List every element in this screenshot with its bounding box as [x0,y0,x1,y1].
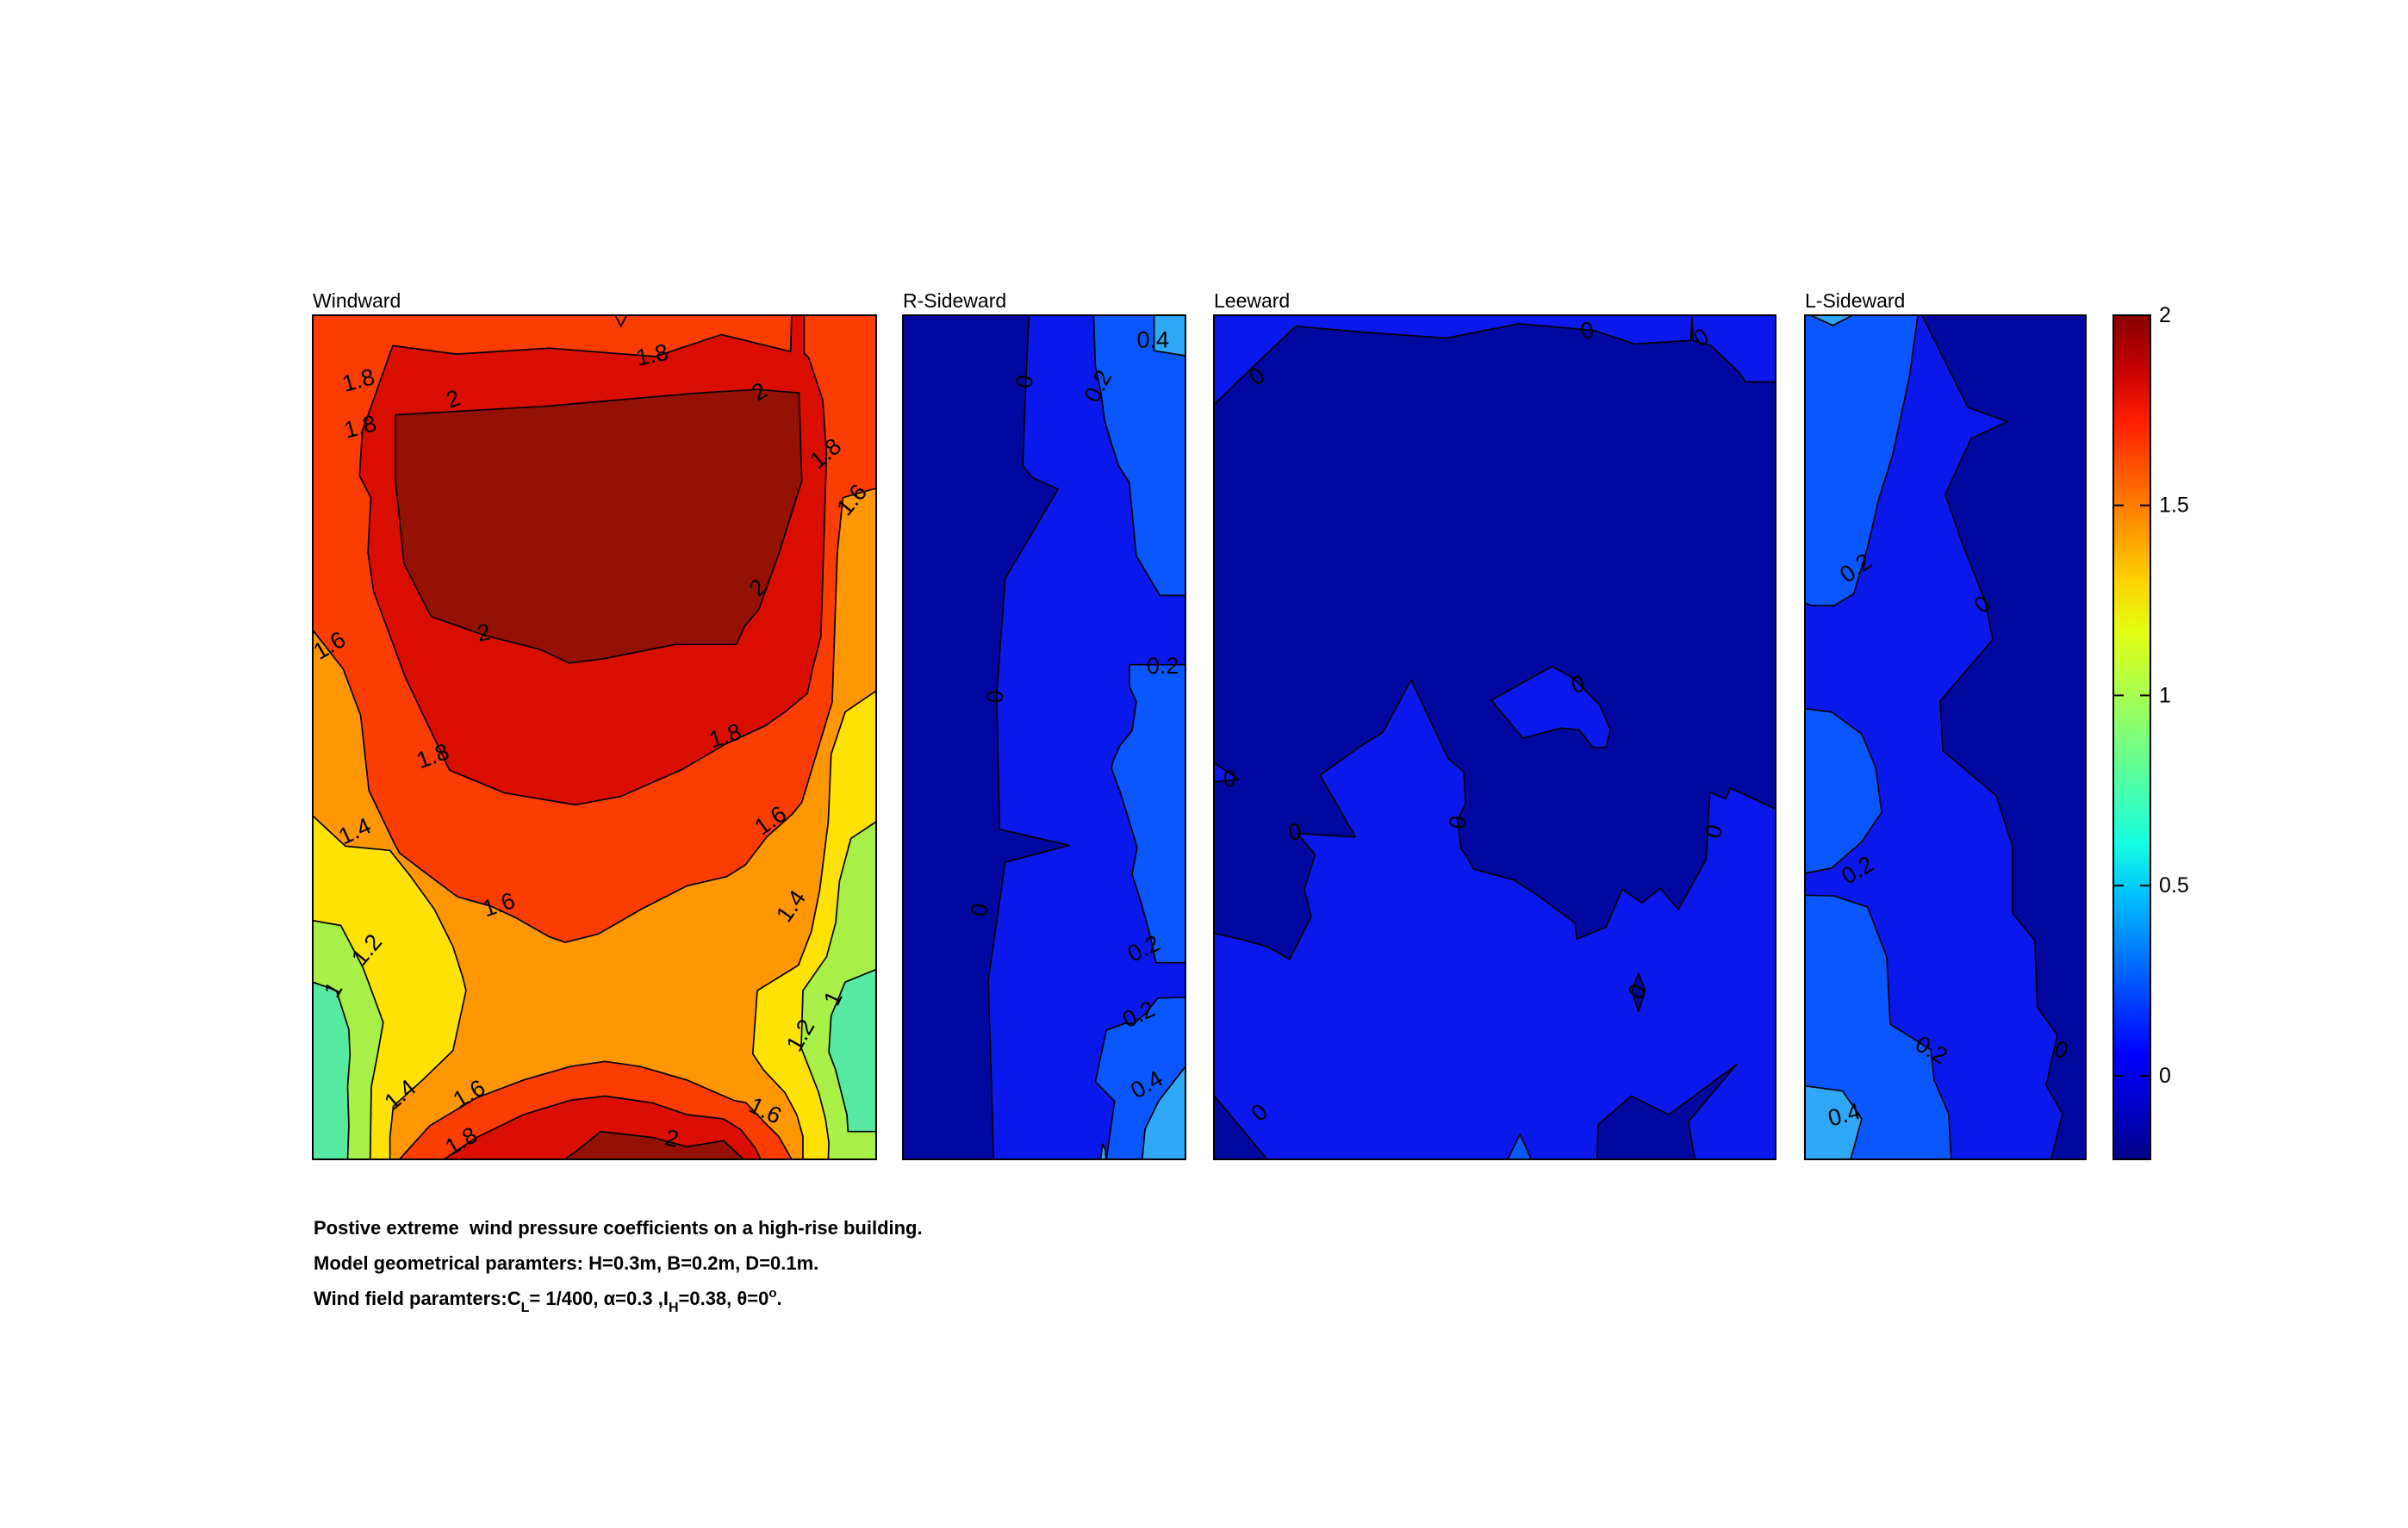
svg-text:0: 0 [966,902,993,919]
svg-text:Postive extreme wind pressure: Postive extreme wind pressure coefficien… [314,1217,923,1239]
svg-text:0: 0 [981,689,1008,705]
svg-text:R-Sideward: R-Sideward [903,289,1006,312]
svg-text:0: 0 [1578,317,1596,345]
svg-text:0: 0 [1568,670,1587,699]
svg-text:2: 2 [2159,303,2171,327]
svg-text:2: 2 [663,1124,681,1152]
svg-text:0: 0 [2159,1064,2171,1088]
svg-text:0: 0 [1286,818,1304,846]
svg-text:0.4: 0.4 [1137,327,1170,353]
svg-text:Windward: Windward [313,289,401,312]
svg-text:0: 0 [1444,814,1472,831]
svg-text:Model geometrical paramters: H: Model geometrical paramters: H=0.3m, B=0… [314,1252,818,1274]
svg-text:1: 1 [2159,683,2171,707]
svg-text:0.2: 0.2 [1147,653,1179,679]
svg-text:0: 0 [1700,822,1728,841]
svg-text:1.5: 1.5 [2159,494,2189,518]
svg-text:0: 0 [1011,373,1038,390]
svg-text:0.5: 0.5 [2159,873,2189,898]
svg-text:Leeward: Leeward [1214,289,1290,312]
svg-text:0: 0 [1223,766,1236,792]
svg-text:L-Sideward: L-Sideward [1805,289,1905,312]
svg-text:2: 2 [475,618,492,646]
